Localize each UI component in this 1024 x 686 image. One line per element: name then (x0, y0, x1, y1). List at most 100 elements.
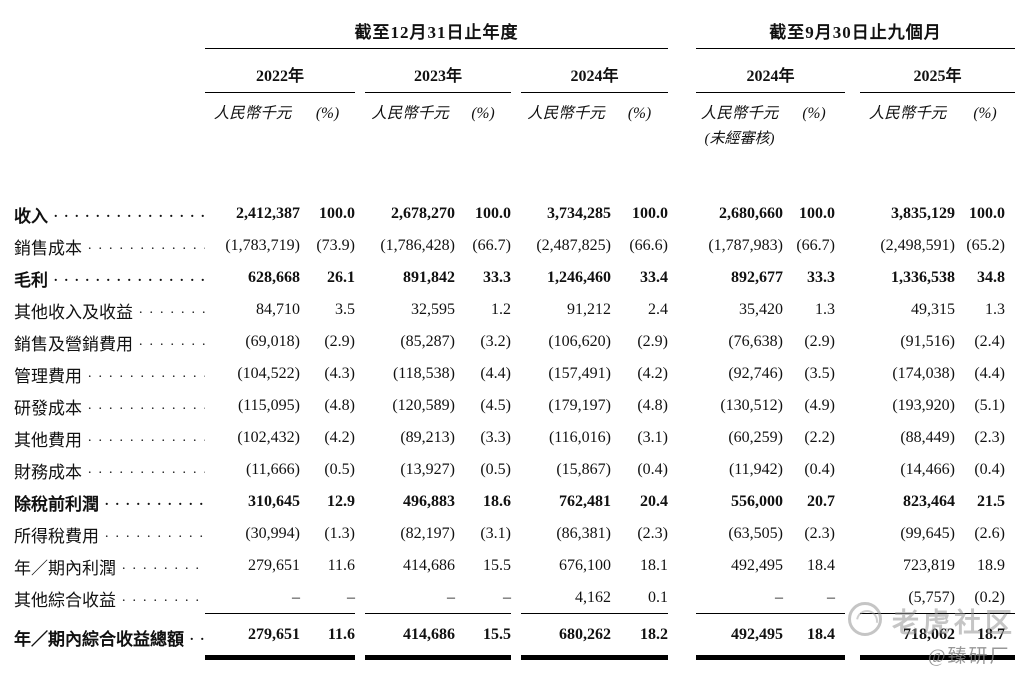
dot-leader: ........................................… (105, 526, 205, 541)
cell-value: (0.2) (955, 582, 1015, 614)
cell-value: (85,287) (400, 333, 455, 350)
cell-value: 18.7 (955, 614, 1015, 660)
percent-header: (%) (802, 105, 826, 122)
cell-value: 891,842 (403, 269, 455, 286)
row-label-text: 其他綜合收益 (14, 590, 116, 610)
cell-value: 18.4 (783, 614, 845, 660)
row-label: 收入......................................… (14, 198, 205, 230)
cell-value: (89,213) (400, 429, 455, 446)
cell-value: 20.4 (640, 493, 668, 510)
cell-value: 279,651 (248, 557, 300, 574)
cell-value: (120,589) (392, 397, 455, 414)
row-label-text: 毛利 (14, 270, 48, 290)
cell-value: – (205, 582, 300, 614)
cell-value: (179,197) (548, 397, 611, 414)
year-header-2025-9m: 2025年 (860, 49, 1015, 93)
dot-leader: ........................................… (88, 238, 205, 253)
cell-value: (2.3) (804, 525, 835, 542)
cell-value: (82,197) (400, 525, 455, 542)
cell-value: 84,710 (256, 301, 300, 318)
row-label-text: 收入 (14, 206, 48, 226)
cell-value: (106,620) (548, 333, 611, 350)
cell-value: (2.9) (804, 333, 835, 350)
unit-header: 人民幣千元 (868, 105, 947, 122)
cell-value: 35,420 (739, 301, 783, 318)
cell-value: 20.7 (807, 493, 835, 510)
cell-value: (2.4) (974, 333, 1005, 350)
cell-value: – (696, 582, 783, 614)
cell-value: (3.5) (804, 365, 835, 382)
cell-value: 18.6 (483, 493, 511, 510)
cell-value: 823,464 (903, 493, 955, 510)
cell-value: (130,512) (720, 397, 783, 414)
unit-header: 人民幣千元 (700, 105, 779, 122)
year-header-2024-9m: 2024年 (696, 49, 845, 93)
row-label: 財務成本....................................… (14, 454, 205, 486)
cell-value: (66.7) (796, 237, 835, 254)
cell-value: (0.4) (637, 461, 668, 478)
cell-value: 11.6 (327, 557, 355, 574)
cell-value: (2.9) (637, 333, 668, 350)
dot-leader: ........................................… (122, 590, 205, 605)
cell-value: (1,787,983) (708, 237, 783, 254)
row-label-text: 研發成本 (14, 398, 82, 418)
percent-header: (%) (627, 105, 652, 122)
cell-value: (4.4) (974, 365, 1005, 382)
row-label: 研發成本....................................… (14, 390, 205, 422)
cell-value: (0.4) (804, 461, 835, 478)
dot-leader: ........................................… (88, 398, 205, 413)
cell-value: (88,449) (900, 429, 955, 446)
dot-leader: ........................................… (190, 629, 205, 644)
row-label: 銷售成本....................................… (14, 230, 205, 262)
cell-value: 492,495 (731, 557, 783, 574)
cell-value: 33.3 (807, 269, 835, 286)
row-label: 年／期內綜合收益總額..............................… (14, 614, 205, 660)
cell-value: (11,666) (245, 461, 300, 478)
row-label: 其他收入及收益.................................… (14, 294, 205, 326)
cell-value: 676,100 (559, 557, 611, 574)
cell-value: (118,538) (392, 365, 455, 382)
cell-value: (0.5) (480, 461, 511, 478)
cell-value: (4.2) (637, 365, 668, 382)
cell-value: 49,315 (911, 301, 955, 318)
cell-value: (4.4) (480, 365, 511, 382)
cell-value: – (783, 582, 845, 614)
cell-value: (13,927) (400, 461, 455, 478)
cell-value: 2.4 (648, 301, 668, 318)
unit-header: 人民幣千元 (371, 105, 449, 122)
row-label: 管理費用....................................… (14, 358, 205, 390)
cell-value: (15,867) (556, 461, 611, 478)
cell-value: 12.9 (327, 493, 355, 510)
cell-value: (2.3) (974, 429, 1005, 446)
row-label: 年／期內利潤..................................… (14, 550, 205, 582)
watermark-user-handle: @臻研厂 (928, 646, 1011, 667)
year-header-2024: 2024年 (521, 49, 668, 93)
cell-value: 18.9 (977, 557, 1005, 574)
cell-value: – (300, 582, 355, 614)
cell-value: 1.3 (985, 301, 1005, 318)
cell-value: (60,259) (728, 429, 783, 446)
cell-value: 11.6 (300, 614, 355, 660)
income-statement-table: 截至12月31日止年度 截至9月30日止九個月 2022年 2023年 2024… (14, 20, 1015, 660)
row-label-text: 財務成本 (14, 462, 82, 482)
cell-value: 628,668 (248, 269, 300, 286)
row-label: 除稅前利潤...................................… (14, 486, 205, 518)
year-header-2022: 2022年 (205, 49, 355, 93)
cell-value: 496,883 (403, 493, 455, 510)
cell-value: (30,994) (245, 525, 300, 542)
dot-leader: ........................................… (54, 206, 205, 221)
cell-value: – (455, 582, 511, 614)
cell-value: 3,734,285 (547, 205, 611, 222)
row-label: 所得稅費用...................................… (14, 518, 205, 550)
cell-value: (1,783,719) (225, 237, 300, 254)
cell-value: 2,678,270 (391, 205, 455, 222)
period-group-annual: 截至12月31日止年度 (205, 20, 668, 49)
cell-value: (11,942) (728, 461, 783, 478)
cell-value: (4.5) (480, 397, 511, 414)
cell-value: 892,677 (731, 269, 783, 286)
cell-value: 414,686 (403, 557, 455, 574)
row-label: 銷售及營銷費用.................................… (14, 326, 205, 358)
cell-value: 91,212 (567, 301, 611, 318)
cell-value: (174,038) (892, 365, 955, 382)
